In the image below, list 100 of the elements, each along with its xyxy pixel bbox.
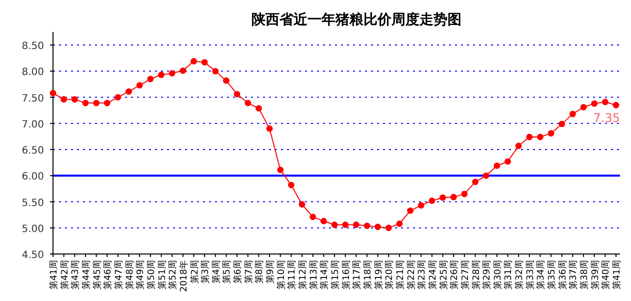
- point: [331, 222, 338, 228]
- x-tick-label: 第50周: [146, 260, 157, 290]
- y-tick-label: 4.50: [22, 250, 44, 261]
- x-tick-label: 第32周: [514, 260, 526, 290]
- x-tick-label: 第36周: [557, 260, 568, 290]
- point: [385, 224, 392, 232]
- point: [60, 96, 68, 103]
- point: [526, 134, 533, 140]
- point: [494, 162, 500, 169]
- x-tick-label: 第25周: [438, 260, 450, 290]
- x-tick-label: 第27周: [460, 260, 471, 290]
- x-tick-label: 第3周: [200, 260, 212, 284]
- point: [548, 130, 554, 137]
- point: [190, 58, 197, 64]
- x-tick-label: 第24周: [427, 260, 438, 290]
- y-tick-label: 8.00: [22, 67, 44, 78]
- point: [374, 224, 382, 230]
- y-tick-label: 7.50: [22, 93, 44, 104]
- x-tick-label: 第10周: [276, 260, 287, 290]
- x-tick-label: 第49周: [135, 260, 146, 290]
- x-tick-label: 第19周: [373, 260, 384, 290]
- y-tick-label: 7.00: [22, 119, 44, 130]
- point: [180, 67, 186, 74]
- x-tick-label: 第48周: [124, 260, 136, 290]
- x-tick-label: 第11周: [286, 260, 298, 290]
- x-tick-label: 第5周: [222, 260, 233, 284]
- x-tick-label: 第28周: [470, 260, 482, 290]
- point: [364, 222, 370, 229]
- point: [461, 190, 468, 198]
- point: [428, 198, 436, 204]
- x-tick-label: 第47周: [113, 260, 124, 290]
- x-tick-label: 第38周: [579, 260, 590, 290]
- x-tick-label: 第31周: [503, 260, 514, 290]
- x-tick-label: 第26周: [449, 260, 460, 290]
- point: [320, 218, 327, 224]
- x-tick-label: 第37周: [568, 260, 580, 290]
- point: [50, 90, 56, 96]
- x-tick-label: 第21周: [394, 260, 406, 290]
- x-tick-label: 第39周: [590, 260, 601, 290]
- point: [602, 98, 608, 106]
- point: [93, 100, 100, 106]
- x-tick-label: 第44周: [80, 260, 92, 290]
- point: [234, 90, 240, 98]
- point: [158, 72, 164, 78]
- point: [342, 222, 349, 228]
- x-tick-label: 第2周: [189, 260, 200, 284]
- x-tick-label: 第13周: [308, 260, 320, 290]
- point: [310, 214, 316, 220]
- x-tick-label: 第29周: [482, 260, 493, 290]
- x-tick-label: 第41周: [48, 260, 60, 290]
- point: [591, 100, 598, 107]
- point: [450, 194, 457, 200]
- data-label: 7.35: [593, 111, 620, 126]
- x-tick-label: 第46周: [102, 260, 114, 290]
- y-tick-label: 5.50: [22, 198, 44, 209]
- x-tick-label: 第15周: [330, 260, 341, 290]
- x-tick-label: 第51周: [156, 260, 168, 290]
- point: [407, 207, 414, 214]
- point: [558, 120, 566, 128]
- point: [612, 102, 620, 108]
- point: [298, 201, 306, 208]
- point: [352, 222, 360, 228]
- y-tick-label: 8.50: [22, 41, 44, 52]
- point: [147, 76, 154, 82]
- x-tick-label: 第45周: [92, 260, 103, 290]
- point: [212, 68, 219, 74]
- point: [277, 166, 284, 174]
- point: [136, 82, 143, 88]
- x-tick-label: 第22周: [406, 260, 417, 290]
- x-tick-label: 第7周: [243, 260, 254, 284]
- x-tick-label: 第16周: [340, 260, 352, 290]
- x-tick-label: 第35周: [546, 260, 558, 290]
- point: [482, 172, 490, 179]
- point: [201, 59, 208, 66]
- chart-title: 陕西省近一年猪粮比价周度走势图: [252, 11, 462, 28]
- x-tick-label: 第20周: [384, 260, 396, 290]
- x-tick-label: 第12周: [298, 260, 309, 290]
- x-tick-label: 第6周: [232, 260, 244, 284]
- x-tick-label: 第18周: [362, 260, 374, 290]
- x-tick-label: 第4周: [210, 260, 222, 284]
- x-tick-label: 第34周: [536, 260, 547, 290]
- point: [126, 88, 132, 95]
- point: [440, 194, 446, 201]
- point: [418, 202, 424, 209]
- y-tick-label: 6.00: [22, 172, 44, 183]
- point: [168, 70, 176, 76]
- x-tick-label: 第43周: [70, 260, 82, 290]
- point: [472, 178, 478, 186]
- x-tick-label: 第42周: [59, 260, 70, 290]
- x-tick-label: 第23周: [416, 260, 428, 290]
- point: [396, 220, 403, 227]
- x-tick-label: 第52周: [168, 260, 179, 290]
- x-tick-label: 第17周: [352, 260, 363, 290]
- point: [288, 182, 294, 188]
- x-tick-label: 第33周: [524, 260, 536, 290]
- point: [244, 100, 252, 106]
- y-tick-label: 6.50: [22, 146, 44, 157]
- point: [504, 158, 511, 165]
- x-tick-label: 第8周: [254, 260, 266, 284]
- x-tick-label: 第14周: [319, 260, 330, 290]
